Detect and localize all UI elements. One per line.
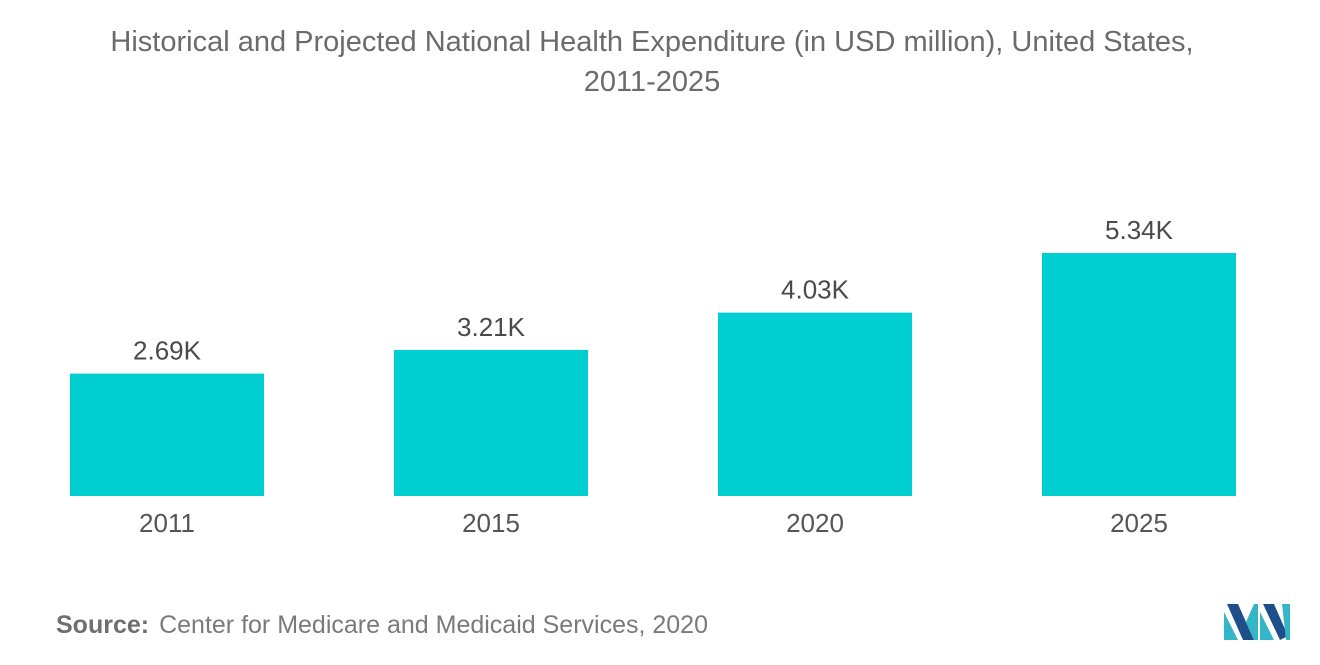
bar-2025 xyxy=(1042,253,1236,496)
source-text: Center for Medicare and Medicaid Service… xyxy=(159,611,708,639)
data-label-2020: 4.03K xyxy=(781,275,850,305)
chart-title-line-1: Historical and Projected National Health… xyxy=(110,26,1194,58)
data-label-2011: 2.69K xyxy=(133,336,202,366)
x-tick-label-2025: 2025 xyxy=(1110,508,1168,538)
bar-2020 xyxy=(718,312,912,496)
bar-2011 xyxy=(70,373,264,496)
chart-title: Historical and Projected National Health… xyxy=(0,22,1304,102)
data-label-2025: 5.34K xyxy=(1105,215,1174,245)
source-note: Source: Center for Medicare and Medicaid … xyxy=(56,611,708,640)
bar-2015 xyxy=(394,349,588,496)
x-tick-label-2011: 2011 xyxy=(139,508,195,538)
source-label: Source: xyxy=(56,611,150,639)
chart-title-line-2: 2011-2025 xyxy=(583,66,721,98)
mordor-intelligence-logo-icon xyxy=(1224,604,1290,640)
x-tick-label-2020: 2020 xyxy=(786,508,844,538)
data-label-2015: 3.21K xyxy=(457,312,526,342)
x-tick-label-2015: 2015 xyxy=(462,508,520,538)
